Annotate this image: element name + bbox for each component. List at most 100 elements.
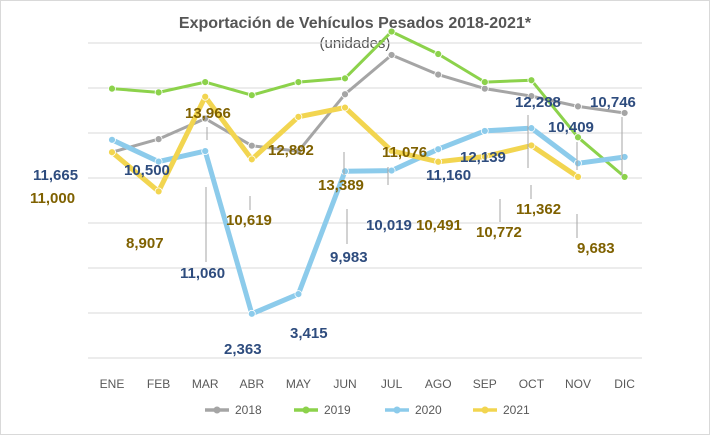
data-point <box>434 157 443 166</box>
data-point <box>201 147 210 156</box>
x-tick-label: FEB <box>147 377 170 391</box>
data-point <box>527 92 536 101</box>
legend-item-2020: 2020 <box>385 403 442 417</box>
data-point <box>154 157 163 166</box>
data-point <box>201 114 210 123</box>
data-point <box>247 141 256 150</box>
data-point <box>294 78 303 86</box>
legend-marker <box>213 406 221 414</box>
legend-marker <box>393 406 401 414</box>
chart-title: Exportación de Vehículos Pesados 2018-20… <box>179 15 532 32</box>
data-point <box>108 148 116 157</box>
data-label: 13,389 <box>318 177 364 194</box>
data-point <box>201 78 210 86</box>
data-point <box>480 127 489 135</box>
data-point <box>341 90 349 99</box>
data-label: 11,665 <box>33 167 78 184</box>
data-point <box>154 88 163 97</box>
data-point <box>387 146 396 155</box>
x-tick-label: NOV <box>565 377 591 391</box>
data-label: 8,907 <box>126 235 164 252</box>
data-label: 10,409 <box>548 119 594 136</box>
legend-item-2019: 2019 <box>294 403 351 417</box>
x-tick-label: ENE <box>100 377 125 391</box>
data-point <box>620 173 629 181</box>
data-point <box>434 70 443 79</box>
legend-label: 2018 <box>235 403 262 417</box>
series-2021 <box>108 92 582 196</box>
x-axis-ticks: ENE FEB MAR ABR MAY JUN JUL AGO SEP OCT NOV DIC <box>100 377 636 391</box>
data-point <box>527 141 536 150</box>
data-point <box>620 109 629 117</box>
x-tick-label: ABR <box>239 377 264 391</box>
data-point <box>108 84 116 93</box>
legend-item-2021: 2021 <box>473 403 530 417</box>
x-tick-label: AGO <box>425 377 452 391</box>
data-point <box>480 152 489 161</box>
x-tick-label: OCT <box>519 377 545 391</box>
series-2020 <box>108 124 629 318</box>
data-point <box>387 166 396 175</box>
x-tick-label: JUN <box>333 377 356 391</box>
data-label: 10,619 <box>226 212 272 229</box>
data-point <box>247 91 256 100</box>
data-point <box>527 124 536 133</box>
x-tick-label: JUL <box>381 377 403 391</box>
data-point <box>294 147 303 156</box>
x-tick-label: MAR <box>192 377 219 391</box>
data-labels: 11,665 11,000 10,500 8,907 13,966 11,060 10,61… <box>30 94 636 358</box>
data-label: 9,683 <box>577 240 615 257</box>
data-point <box>527 76 536 85</box>
data-point <box>294 112 303 121</box>
legend-marker <box>302 406 310 414</box>
data-label: 12,288 <box>515 94 561 111</box>
data-label: 9,983 <box>330 249 368 266</box>
data-label: 3,415 <box>290 325 328 342</box>
data-label: 10,491 <box>416 217 462 234</box>
series-lines <box>108 27 629 318</box>
data-point <box>154 135 163 144</box>
gridlines <box>88 42 642 359</box>
data-point <box>387 51 396 59</box>
legend-label: 2019 <box>324 403 351 417</box>
data-point <box>341 103 349 112</box>
data-label: 11,362 <box>516 201 561 218</box>
data-point <box>434 145 443 154</box>
data-point <box>574 159 582 168</box>
data-point <box>434 50 443 58</box>
data-point <box>620 153 629 161</box>
legend-marker <box>481 406 489 414</box>
data-label: 2,363 <box>224 341 262 358</box>
data-label: 11,060 <box>180 265 225 282</box>
data-point <box>341 167 349 176</box>
series-line-2019 <box>110 30 627 179</box>
series-2019 <box>108 27 629 181</box>
data-point <box>341 74 349 83</box>
data-point <box>574 102 582 111</box>
data-point <box>574 172 582 181</box>
data-label: 11,000 <box>30 190 75 207</box>
data-label: 10,019 <box>366 217 412 234</box>
legend-label: 2020 <box>415 403 442 417</box>
series-line-2018 <box>110 53 627 154</box>
legend-item-2018: 2018 <box>205 403 262 417</box>
x-tick-label: DIC <box>614 377 635 391</box>
data-point <box>108 135 116 144</box>
data-point <box>387 27 396 36</box>
data-point <box>247 155 256 164</box>
data-label: 11,076 <box>382 144 427 161</box>
data-label: 13,966 <box>185 105 231 122</box>
x-tick-label: MAY <box>286 377 311 391</box>
data-point <box>154 187 163 196</box>
data-label: 11,160 <box>426 167 471 184</box>
data-label: 10,500 <box>124 162 170 179</box>
data-label: 12,892 <box>268 142 314 159</box>
data-point <box>201 92 210 101</box>
data-label: 10,772 <box>476 224 522 241</box>
data-point <box>247 309 256 318</box>
x-tick-label: SEP <box>473 377 497 391</box>
data-point <box>574 133 582 142</box>
